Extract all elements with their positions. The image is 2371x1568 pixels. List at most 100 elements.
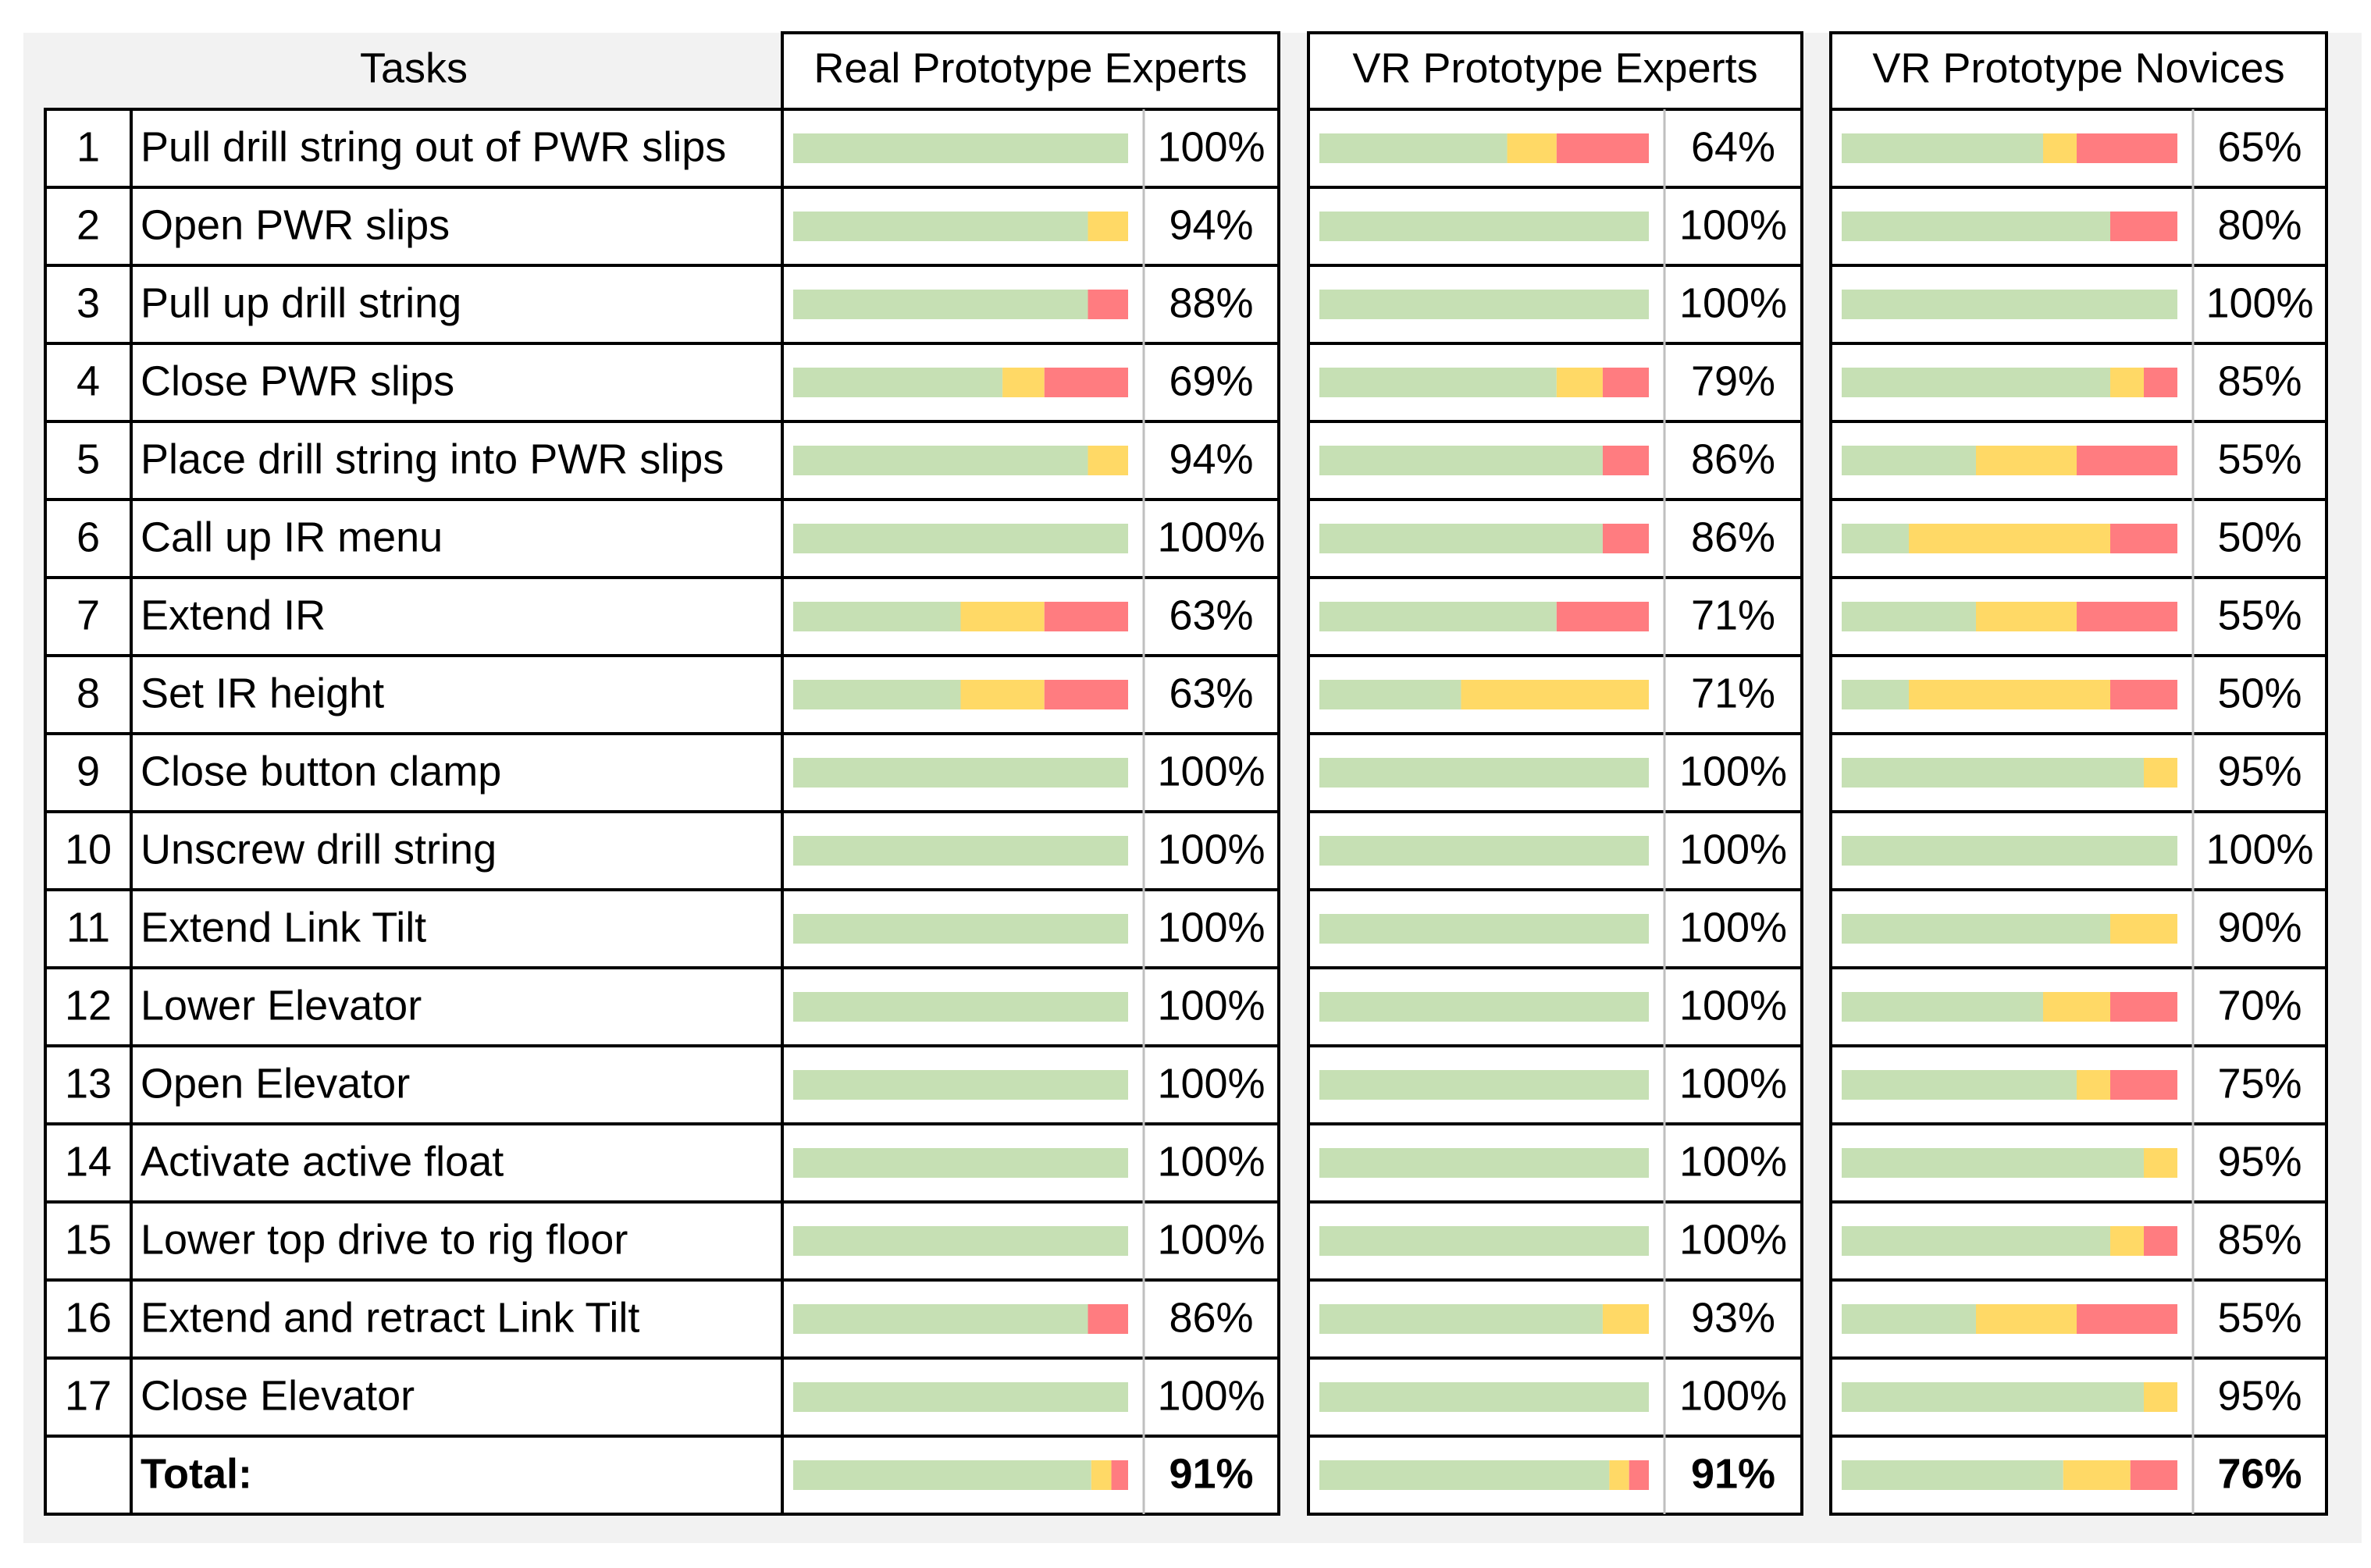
task-14-group-1-bar-green-segment (793, 1148, 1128, 1178)
task-6-group-2-percent: 86% (1691, 514, 1775, 560)
task-7-label: Extend IR (141, 592, 326, 638)
task-16-label: Extend and retract Link Tilt (141, 1294, 639, 1341)
task-16-group-1-bar-green-segment (793, 1304, 1088, 1334)
task-12-label: Lower Elevator (141, 982, 422, 1029)
task-1-group-2-bar-green-segment (1319, 133, 1508, 163)
task-17-group-3-bar-yellow-segment (2144, 1382, 2177, 1412)
task-17-group-1-bar-green-segment (793, 1382, 1128, 1412)
task-5-group-3-percent: 55% (2217, 436, 2302, 482)
total-group-1-bar-green-segment (793, 1460, 1091, 1490)
total-group-1-bar-yellow-segment (1091, 1460, 1112, 1490)
task-17-group-3-bar-green-segment (1842, 1382, 2144, 1412)
task-1-group-3-bar-green-segment (1842, 133, 2043, 163)
task-15-group-1-bar-green-segment (793, 1226, 1128, 1256)
task-1-group-3-bar-yellow-segment (2043, 133, 2077, 163)
task-14-group-2-bar-green-segment (1319, 1148, 1649, 1178)
task-12-number: 12 (65, 982, 112, 1029)
task-5-group-3-bar-yellow-segment (1976, 446, 2077, 475)
task-13-group-3-bar-green-segment (1842, 1070, 2077, 1100)
total-group-2-percent: 91% (1691, 1450, 1775, 1497)
task-5-group-1-percent: 94% (1169, 436, 1253, 482)
task-14-group-3-percent: 95% (2217, 1138, 2302, 1185)
task-5-group-1-bar-yellow-segment (1088, 446, 1128, 475)
task-9-group-3-bar-yellow-segment (2144, 758, 2177, 788)
task-2-group-2-percent: 100% (1679, 201, 1787, 248)
task-14-group-3-bar-yellow-segment (2144, 1148, 2177, 1178)
task-9-group-3-bar-green-segment (1842, 758, 2144, 788)
task-16-group-3-bar-yellow-segment (1976, 1304, 2077, 1334)
task-14-group-2-percent: 100% (1679, 1138, 1787, 1185)
task-13-group-1-percent: 100% (1157, 1060, 1265, 1107)
task-15-group-2-bar-green-segment (1319, 1226, 1649, 1256)
task-3-number: 3 (77, 279, 100, 326)
task-11-group-1-bar-green-segment (793, 914, 1128, 944)
task-8-group-1-bar-green-segment (793, 680, 961, 709)
task-6-group-3-bar-green-segment (1842, 524, 1909, 553)
task-10-group-3-percent: 100% (2205, 826, 2313, 873)
task-8-number: 8 (77, 670, 100, 716)
task-2-number: 2 (77, 201, 100, 248)
task-16-group-3-bar-red-segment (2077, 1304, 2177, 1334)
task-8-group-3-percent: 50% (2217, 670, 2302, 716)
task-12-group-3-bar-yellow-segment (2043, 992, 2110, 1022)
task-8-label: Set IR height (141, 670, 384, 716)
task-12-group-2-bar-green-segment (1319, 992, 1649, 1022)
task-2-group-3-percent: 80% (2217, 201, 2302, 248)
task-8-group-2-percent: 71% (1691, 670, 1775, 716)
task-10-group-2-bar-green-segment (1319, 836, 1649, 866)
total-group-3-bar-red-segment (2130, 1460, 2177, 1490)
task-2-group-1-bar-yellow-segment (1088, 212, 1128, 241)
task-4-group-1-bar-red-segment (1044, 368, 1128, 397)
task-4-group-2-bar-yellow-segment (1556, 368, 1603, 397)
task-3-group-3-percent: 100% (2205, 279, 2313, 326)
task-8-group-3-bar-red-segment (2110, 680, 2177, 709)
task-4-group-1-bar-yellow-segment (1002, 368, 1045, 397)
task-16-group-2-percent: 93% (1691, 1294, 1775, 1341)
task-12-group-3-bar-green-segment (1842, 992, 2043, 1022)
task-15-group-3-bar-yellow-segment (2110, 1226, 2144, 1256)
task-13-group-3-percent: 75% (2217, 1060, 2302, 1107)
task-4-group-3-percent: 85% (2217, 357, 2302, 404)
task-10-group-1-bar-green-segment (793, 836, 1128, 866)
task-17-group-1-percent: 100% (1157, 1372, 1265, 1419)
task-17-group-3-percent: 95% (2217, 1372, 2302, 1419)
task-8-group-1-bar-yellow-segment (960, 680, 1045, 709)
task-13-group-2-bar-green-segment (1319, 1070, 1649, 1100)
task-15-number: 15 (65, 1216, 112, 1263)
total-group-3-percent: 76% (2217, 1450, 2302, 1497)
task-11-group-2-bar-green-segment (1319, 914, 1649, 944)
task-8-group-1-bar-red-segment (1044, 680, 1128, 709)
total-group-3-bar-green-segment (1842, 1460, 2063, 1490)
task-10-group-2-percent: 100% (1679, 826, 1787, 873)
task-1-group-2-bar-red-segment (1556, 133, 1649, 163)
task-11-group-3-bar-green-segment (1842, 914, 2110, 944)
task-7-group-2-percent: 71% (1691, 592, 1775, 638)
task-6-group-3-bar-yellow-segment (1909, 524, 2110, 553)
task-11-number: 11 (66, 904, 110, 951)
task-16-group-2-bar-green-segment (1319, 1304, 1603, 1334)
task-9-group-2-percent: 100% (1679, 748, 1787, 795)
task-14-label: Activate active float (141, 1138, 504, 1185)
task-9-group-1-bar-green-segment (793, 758, 1128, 788)
task-5-label: Place drill string into PWR slips (141, 436, 724, 482)
task-7-number: 7 (77, 592, 100, 638)
task-5-group-2-bar-green-segment (1319, 446, 1603, 475)
total-label: Total: (141, 1450, 252, 1497)
group-header-2: VR Prototype Experts (1352, 44, 1757, 91)
task-8-group-2-bar-green-segment (1319, 680, 1461, 709)
task-1-group-2-percent: 64% (1691, 123, 1775, 170)
task-3-group-1-bar-green-segment (793, 290, 1088, 319)
total-group-2-bar-green-segment (1319, 1460, 1610, 1490)
task-12-group-1-percent: 100% (1157, 982, 1265, 1029)
task-5-number: 5 (77, 436, 100, 482)
task-1-label: Pull drill string out of PWR slips (141, 123, 726, 170)
task-3-label: Pull up drill string (141, 279, 461, 326)
task-11-group-3-percent: 90% (2217, 904, 2302, 951)
task-4-group-2-percent: 79% (1691, 357, 1775, 404)
task-9-group-1-percent: 100% (1157, 748, 1265, 795)
task-5-group-1-bar-green-segment (793, 446, 1088, 475)
tasks-header: Tasks (360, 44, 468, 91)
total-group-2-bar-red-segment (1629, 1460, 1649, 1490)
task-6-group-1-percent: 100% (1157, 514, 1265, 560)
